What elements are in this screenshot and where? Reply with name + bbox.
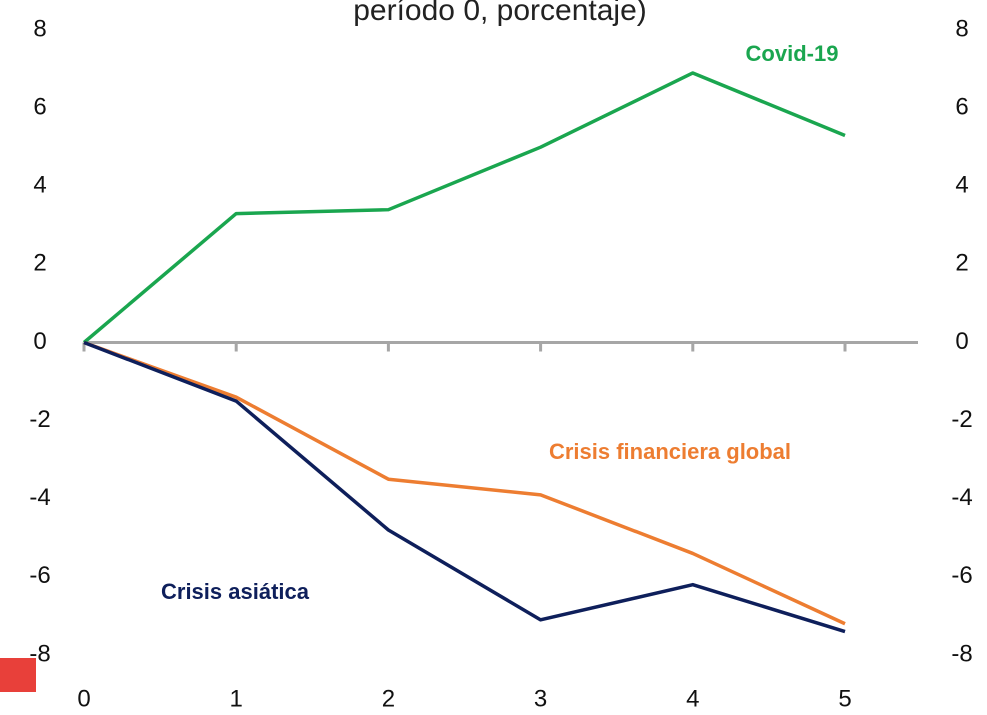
series-line [83, 340, 846, 626]
logo [0, 658, 36, 692]
chart-title: período 0, porcentaje) [353, 0, 647, 27]
series-line [83, 340, 846, 634]
series-label: Crisis financiera global [549, 439, 791, 464]
y-tick-label: -2 [29, 406, 50, 433]
y2-tick-label: 6 [955, 93, 968, 120]
y-tick-label: 0 [33, 328, 46, 355]
y2-tick-label: 0 [955, 328, 968, 355]
y-tick-label: -4 [29, 484, 50, 511]
y-tick-label: 6 [33, 93, 46, 120]
x-tick-label: 3 [534, 685, 547, 712]
series-label: Crisis asiática [161, 579, 310, 604]
y2-tick-label: -8 [951, 640, 972, 667]
x-tick-label: 5 [838, 685, 851, 712]
x-tick-label: 1 [230, 685, 243, 712]
y-tick-label: -8 [29, 640, 50, 667]
series-label: Covid-19 [746, 41, 839, 66]
y2-tick-label: 4 [955, 172, 968, 199]
y-tick-label: 2 [33, 250, 46, 277]
y2-tick-label: -6 [951, 562, 972, 589]
y-tick-label: 4 [33, 172, 46, 199]
y2-tick-label: -4 [951, 484, 972, 511]
y-tick-label: 8 [33, 15, 46, 42]
y2-tick-label: -2 [951, 406, 972, 433]
x-tick-label: 0 [77, 685, 90, 712]
x-tick-label: 2 [382, 685, 395, 712]
series-line [82, 71, 846, 344]
y2-tick-label: 2 [955, 250, 968, 277]
y2-tick-label: 8 [955, 15, 968, 42]
y-tick-label: -6 [29, 562, 50, 589]
x-tick-label: 4 [686, 685, 699, 712]
